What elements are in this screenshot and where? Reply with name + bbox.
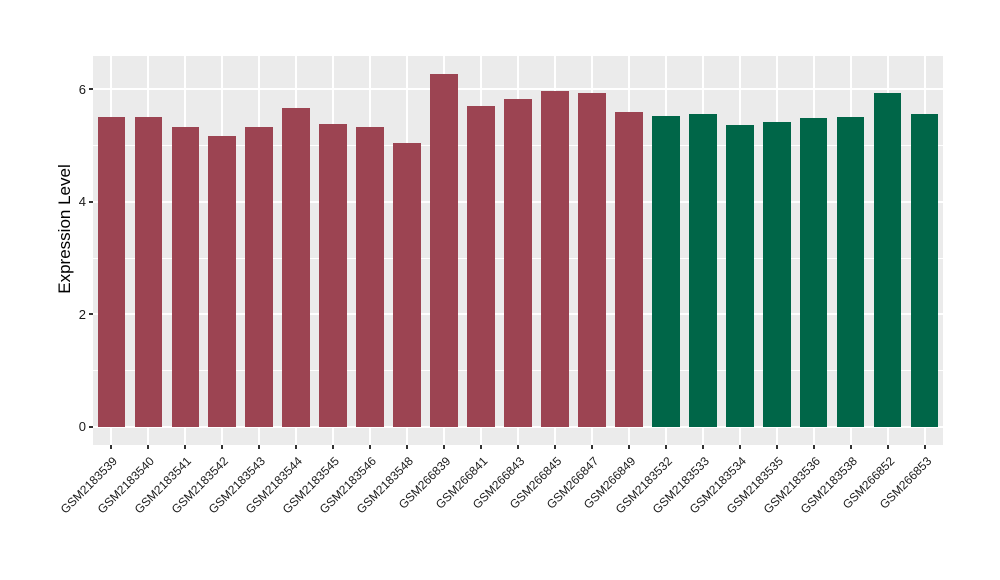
x-tick-mark-GSM2183533 bbox=[701, 445, 704, 449]
x-tick-mark-GSM266849 bbox=[627, 445, 630, 449]
y-tick-label-2: 2 bbox=[78, 306, 86, 322]
bar-GSM266845 bbox=[541, 91, 569, 427]
bar-GSM2183534 bbox=[725, 124, 754, 427]
x-tick-mark-GSM2183545 bbox=[332, 445, 335, 449]
bar-GSM2183544 bbox=[282, 107, 311, 427]
x-tick-mark-GSM2183535 bbox=[775, 445, 778, 449]
x-tick-mark-GSM2183540 bbox=[147, 445, 150, 449]
bar-GSM266852 bbox=[873, 93, 902, 427]
bar-GSM2183543 bbox=[245, 126, 274, 427]
x-tick-mark-GSM2183542 bbox=[221, 445, 224, 449]
x-tick-mark-GSM2183541 bbox=[184, 445, 187, 449]
bar-GSM2183545 bbox=[319, 123, 348, 427]
y-tick-mark-2 bbox=[89, 313, 93, 316]
plot-panel bbox=[93, 56, 943, 445]
bar-GSM266843 bbox=[504, 98, 532, 427]
bar-GSM266839 bbox=[430, 74, 458, 427]
x-tick-mark-GSM2183548 bbox=[406, 445, 409, 449]
x-tick-mark-GSM266847 bbox=[590, 445, 593, 449]
bar-GSM2183548 bbox=[393, 142, 421, 427]
y-tick-label-0: 0 bbox=[78, 419, 86, 435]
x-tick-mark-GSM2183534 bbox=[738, 445, 741, 449]
y-tick-mark-4 bbox=[89, 200, 93, 203]
y-tick-label-6: 6 bbox=[78, 81, 86, 97]
x-tick-mark-GSM2183543 bbox=[258, 445, 261, 449]
x-tick-mark-GSM266839 bbox=[443, 445, 446, 449]
bar-GSM2183540 bbox=[134, 117, 163, 427]
x-tick-mark-GSM266841 bbox=[480, 445, 483, 449]
bar-GSM2183532 bbox=[651, 116, 680, 427]
x-tick-mark-GSM2183536 bbox=[812, 445, 815, 449]
x-tick-mark-GSM266852 bbox=[886, 445, 889, 449]
x-tick-mark-GSM266853 bbox=[923, 445, 926, 449]
bar-GSM2183536 bbox=[799, 117, 828, 427]
bar-GSM266849 bbox=[615, 111, 643, 427]
x-tick-mark-GSM2183538 bbox=[849, 445, 852, 449]
y-axis-title: Expression Level bbox=[55, 163, 74, 294]
bar-GSM2183538 bbox=[836, 116, 865, 427]
bar-GSM266853 bbox=[910, 113, 939, 427]
bar-GSM2183542 bbox=[208, 135, 237, 427]
bar-GSM2183539 bbox=[97, 117, 126, 427]
y-tick-mark-6 bbox=[89, 88, 93, 91]
x-tick-mark-GSM2183539 bbox=[110, 445, 113, 449]
x-tick-mark-GSM266843 bbox=[517, 445, 519, 449]
bar-GSM2183535 bbox=[762, 122, 791, 427]
x-tick-mark-GSM2183546 bbox=[369, 445, 372, 449]
bar-GSM266841 bbox=[467, 106, 495, 427]
x-tick-mark-GSM2183532 bbox=[664, 445, 667, 449]
bar-GSM2183546 bbox=[356, 127, 385, 427]
x-tick-mark-GSM2183544 bbox=[295, 445, 298, 449]
y-tick-label-4: 4 bbox=[78, 194, 86, 210]
y-tick-mark-0 bbox=[89, 425, 93, 428]
bar-GSM2183533 bbox=[688, 113, 717, 427]
x-tick-mark-GSM266845 bbox=[553, 445, 556, 449]
bar-GSM266847 bbox=[578, 92, 606, 427]
bar-GSM2183541 bbox=[171, 126, 200, 427]
